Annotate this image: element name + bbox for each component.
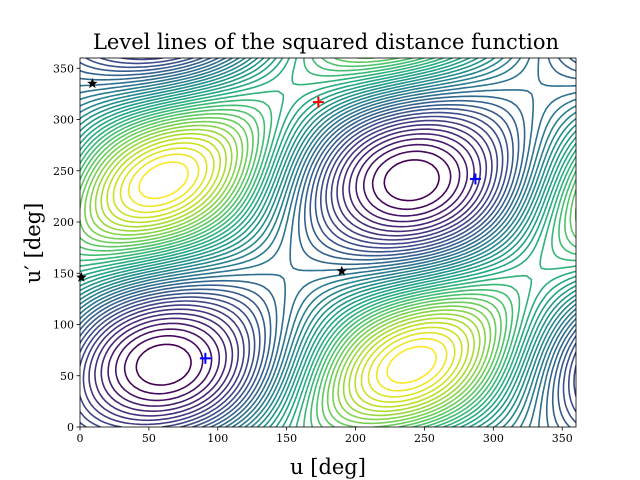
contour-level-11 bbox=[80, 58, 576, 427]
saddle-marker bbox=[336, 265, 347, 276]
x-tick-label: 150 bbox=[276, 432, 297, 445]
x-tick-label: 350 bbox=[552, 432, 573, 445]
x-tick-label: 250 bbox=[414, 432, 435, 445]
y-tick-label: 200 bbox=[53, 216, 74, 229]
contour-level-30 bbox=[80, 58, 576, 427]
contour-level-18 bbox=[80, 58, 576, 427]
x-tick-label: 50 bbox=[142, 432, 156, 445]
contour-level-1 bbox=[135, 159, 440, 386]
contour-level-6 bbox=[94, 128, 482, 417]
contour-level-38 bbox=[119, 147, 456, 398]
contour-level-37 bbox=[112, 142, 463, 403]
contour-level-35 bbox=[100, 133, 475, 413]
contour-level-39 bbox=[127, 153, 448, 392]
contour-level-17 bbox=[80, 58, 576, 427]
axis-ticks: 0 50 100 150 200 250 300 350 0 50 100 150 200 250 300 3… bbox=[53, 62, 573, 445]
contour-level-34 bbox=[94, 128, 481, 417]
contour-level-12 bbox=[80, 58, 576, 427]
contour-level-33 bbox=[89, 124, 486, 421]
x-tick-label: 200 bbox=[345, 432, 366, 445]
contour-level-36 bbox=[106, 137, 470, 408]
plot-frame bbox=[79, 57, 577, 428]
x-tick-label: 300 bbox=[483, 432, 504, 445]
y-axis-label: u′ [deg] bbox=[21, 203, 45, 284]
contour-level-26 bbox=[80, 58, 576, 427]
minimum-marker bbox=[199, 352, 211, 364]
x-tick-label: 100 bbox=[207, 432, 228, 445]
maximum-marker bbox=[312, 96, 324, 108]
y-tick-label: 150 bbox=[53, 267, 74, 280]
saddle-marker bbox=[87, 78, 98, 89]
saddle-marker bbox=[76, 271, 87, 282]
y-tick-label: 250 bbox=[53, 165, 74, 178]
contour-level-22 bbox=[80, 58, 576, 427]
contour-level-40 bbox=[138, 161, 437, 384]
contour-level-9 bbox=[80, 58, 576, 427]
contour-level-28 bbox=[80, 58, 576, 427]
contour-level-23 bbox=[80, 58, 576, 427]
contour-level-15 bbox=[80, 58, 576, 427]
x-tick-label: 0 bbox=[77, 432, 84, 445]
x-axis-label: u [deg] bbox=[290, 455, 366, 479]
contour-level-27 bbox=[80, 58, 576, 427]
markers bbox=[76, 78, 481, 364]
contour-level-4 bbox=[107, 138, 469, 407]
y-tick-label: 350 bbox=[53, 62, 74, 75]
contour-level-16 bbox=[80, 58, 576, 427]
minimum-marker bbox=[469, 173, 481, 185]
contour-level-7 bbox=[88, 123, 488, 422]
contour-level-8 bbox=[82, 119, 493, 426]
y-tick-label: 100 bbox=[53, 319, 74, 332]
chart-title: Level lines of the squared distance func… bbox=[93, 30, 559, 54]
contour-level-2 bbox=[123, 150, 452, 395]
contour-level-10 bbox=[80, 58, 576, 427]
contour-level-29 bbox=[80, 58, 576, 427]
contour-level-25 bbox=[80, 58, 576, 427]
plot-area bbox=[80, 58, 576, 427]
contour-level-5 bbox=[100, 133, 475, 412]
contour-level-13 bbox=[80, 58, 576, 427]
contour-level-3 bbox=[115, 143, 461, 402]
y-tick-label: 0 bbox=[67, 421, 74, 434]
contour-level-19 bbox=[80, 58, 576, 427]
y-tick-label: 50 bbox=[60, 370, 74, 383]
contour-level-20 bbox=[80, 58, 576, 427]
contour-level-21 bbox=[80, 58, 576, 427]
y-tick-label: 300 bbox=[53, 114, 74, 127]
contour-level-32 bbox=[84, 120, 492, 425]
